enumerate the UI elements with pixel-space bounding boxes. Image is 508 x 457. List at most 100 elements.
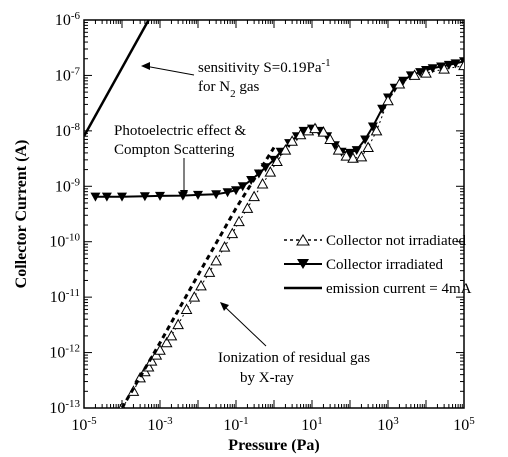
irradiated-point: [193, 190, 203, 200]
not-irradiated-point: [393, 77, 406, 89]
irradiated-point: [139, 192, 150, 202]
not-irradiated-point: [355, 150, 368, 162]
ionization-line1: Ionization of residual gas: [218, 350, 370, 366]
y-tick-label: 10-13: [49, 398, 80, 417]
not-irradiated-point: [248, 190, 260, 202]
sensitivity-line: [84, 20, 150, 137]
not-irradiated-point: [188, 291, 201, 302]
not-irradiated-point: [420, 67, 432, 78]
irradiated-point: [90, 192, 101, 202]
irradiated-point: [398, 76, 409, 86]
irradiated-point: [117, 192, 127, 202]
legend-filled-triangle-marker: [297, 259, 309, 269]
axis-ticks: 10-5 10-3 10-1 101 103 105 10-6 10-7 10-8 10-9 10-…: [49, 10, 475, 434]
y-tick-label: 10-12: [49, 343, 80, 362]
irradiated-point: [237, 182, 248, 192]
irradiated-point: [367, 122, 378, 132]
sensitivity-sup: -1: [321, 57, 330, 69]
photo-arrowhead: [180, 190, 188, 199]
y-axis-label: Collector Current (A): [13, 140, 30, 289]
not-irradiated-point: [294, 128, 307, 140]
irradiated-point: [101, 192, 112, 202]
irradiated-point: [450, 59, 461, 69]
not-irradiated-point: [218, 241, 231, 252]
sensitivity-line2: for N: [198, 79, 230, 95]
not-irradiated-point: [233, 215, 245, 227]
legend-item-emission: emission current = 4mA: [284, 281, 472, 297]
photo-line1: Photoelectric effect &: [114, 123, 246, 139]
not-irradiated-point: [438, 63, 450, 74]
svg-text:Collector not irradiated: Collector not irradiated: [326, 233, 466, 249]
x-tick-label: 10-3: [147, 415, 173, 434]
irradiated-point: [427, 64, 438, 74]
not-irradiated-point: [154, 344, 166, 355]
legend-open-triangle-marker: [296, 234, 310, 246]
sensitivity-sub: 2: [230, 88, 236, 100]
sensitivity-arrowhead: [141, 62, 150, 70]
y-tick-label: 10-8: [55, 121, 81, 140]
irradiated-point: [443, 60, 454, 70]
not-irradiated-point: [271, 155, 283, 167]
irradiated-point: [351, 146, 362, 156]
not-irradiated-point: [286, 135, 298, 146]
not-irradiated-point: [382, 94, 394, 106]
not-irradiated-point: [370, 124, 383, 136]
sensitivity-line1: sensitivity S=0.19Pa: [198, 60, 322, 76]
not-irradiated-point: [279, 144, 292, 155]
not-irradiated-point: [340, 150, 353, 161]
not-irradiated-point: [134, 371, 146, 383]
x-tick-label: 10-5: [71, 415, 97, 434]
irradiated-point: [155, 191, 165, 201]
ionization-arrowhead: [220, 302, 229, 311]
not-irradiated-point: [362, 141, 374, 153]
not-irradiated-point: [241, 202, 254, 213]
y-tick-label: 10-11: [50, 287, 80, 306]
not-irradiated-point: [309, 122, 321, 134]
not-irradiated-point: [347, 152, 359, 163]
svg-text:Collector irradiated: Collector irradiated: [326, 257, 444, 273]
x-axis-label: Pressure (Pa): [228, 437, 319, 454]
irradiated-point: [222, 188, 233, 198]
not-irradiated-point: [324, 133, 336, 144]
not-irradiated-point: [408, 69, 421, 80]
not-irradiated-point: [203, 266, 216, 277]
irradiated-point: [415, 68, 426, 78]
x-tick-label: 10-1: [223, 415, 248, 434]
irradiated-point: [360, 135, 371, 145]
svg-text:sensitivity S=0.19Pa-1: sensitivity S=0.19Pa-1: [198, 57, 331, 76]
y-tick-label: 10-7: [55, 65, 81, 84]
x-tick-label: 105: [453, 415, 475, 434]
not-irradiated-point: [317, 126, 330, 137]
not-irradiated-point: [172, 318, 184, 330]
annotation-ionization: Ionization of residual gas by X-ray: [218, 302, 370, 386]
irradiated-point: [211, 190, 222, 200]
sensitivity-line2-suffix: gas: [236, 79, 260, 95]
y-tick-label: 10-10: [49, 232, 80, 251]
irradiated-point: [345, 148, 355, 158]
legend: Collector not irradiated Collector irrad…: [284, 233, 472, 297]
series-3: [120, 146, 276, 408]
x-tick-label: 101: [301, 415, 323, 434]
not-irradiated-point: [195, 279, 207, 291]
ionization-line2: by X-ray: [240, 370, 294, 386]
not-irradiated-point: [165, 329, 178, 341]
legend-item-not-irradiated: Collector not irradiated: [284, 233, 466, 249]
ionization-arrow: [223, 305, 267, 347]
x-tick-label: 103: [377, 415, 399, 434]
annotation-sensitivity: sensitivity S=0.19Pa-1 for N2 gas: [141, 57, 331, 100]
annotation-photoelectric: Photoelectric effect & Compton Scatterin…: [114, 123, 246, 199]
irradiated-point: [377, 104, 388, 114]
svg-text:emission current = 4mA: emission current = 4mA: [326, 281, 472, 297]
sensitivity-arrow: [144, 65, 195, 76]
irradiated-point: [231, 186, 241, 196]
y-tick-label: 10-6: [55, 10, 81, 29]
emission-line: [120, 146, 276, 408]
not-irradiated-point: [180, 303, 193, 314]
series-0: [84, 20, 150, 137]
not-irradiated-point: [160, 336, 173, 348]
y-tick-label: 10-9: [55, 176, 81, 195]
not-irradiated-point: [332, 144, 345, 155]
not-irradiated-point: [226, 227, 239, 239]
svg-text:for N2 gas: for N2 gas: [198, 79, 259, 100]
